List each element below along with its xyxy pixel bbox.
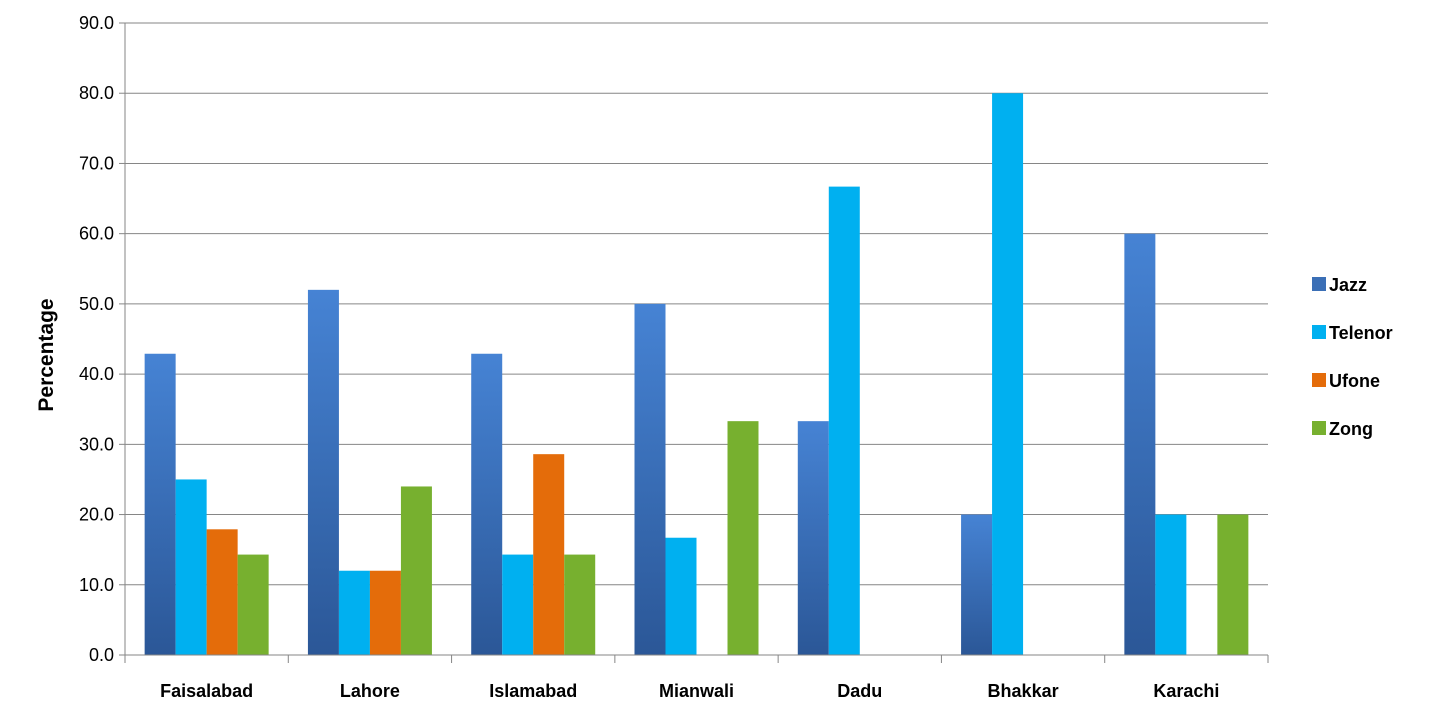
- y-tick-label: 20.0: [79, 505, 114, 525]
- bar-ufone-faisalabad: [206, 529, 238, 655]
- legend-swatch-ufone: [1312, 373, 1326, 387]
- x-tick-label: Karachi: [1153, 681, 1219, 701]
- y-tick-label: 10.0: [79, 575, 114, 595]
- bar-zong-faisalabad: [237, 554, 269, 655]
- bar-telenor-lahore: [338, 570, 370, 655]
- legend-label-ufone: Ufone: [1329, 371, 1380, 391]
- gridlines: [125, 22, 1268, 586]
- y-tick-label: 40.0: [79, 364, 114, 384]
- x-tick-label: Faisalabad: [160, 681, 253, 701]
- legend-swatch-jazz: [1312, 277, 1326, 291]
- y-tick-label: 50.0: [79, 294, 114, 314]
- bar-jazz-lahore: [307, 289, 339, 655]
- y-tick-label: 70.0: [79, 153, 114, 173]
- legend-label-jazz: Jazz: [1329, 275, 1367, 295]
- bar-zong-islamabad: [564, 554, 596, 655]
- legend: Jazz Telenor Ufone Zong: [1312, 275, 1393, 439]
- x-tick-label: Bhakkar: [988, 681, 1059, 701]
- bar-jazz-bhakkar: [961, 514, 993, 655]
- legend-label-zong: Zong: [1329, 419, 1373, 439]
- bars: [144, 93, 1249, 655]
- bar-jazz-faisalabad: [144, 353, 176, 655]
- legend-swatch-zong: [1312, 421, 1326, 435]
- bar-jazz-islamabad: [471, 353, 503, 655]
- y-tick-labels: 0.0 10.0 20.0 30.0 40.0 50.0 60.0 70.0 80.0 90.0: [79, 13, 114, 665]
- y-tick-label: 60.0: [79, 224, 114, 244]
- x-tick-label: Islamabad: [489, 681, 577, 701]
- x-tick-label: Lahore: [340, 681, 400, 701]
- legend-label-telenor: Telenor: [1329, 323, 1393, 343]
- x-tick-label: Dadu: [837, 681, 882, 701]
- bar-zong-mianwali: [727, 421, 759, 655]
- y-tick-label: 80.0: [79, 83, 114, 103]
- bar-jazz-dadu: [797, 421, 829, 655]
- bar-telenor-dadu: [828, 186, 860, 655]
- bar-jazz-mianwali: [634, 303, 666, 655]
- y-tick-label: 30.0: [79, 434, 114, 454]
- bar-telenor-faisalabad: [175, 479, 207, 655]
- y-tick-label: 0.0: [89, 645, 114, 665]
- bar-telenor-mianwali: [665, 537, 697, 655]
- y-axis-title: Percentage: [35, 298, 58, 411]
- axes: [119, 22, 1269, 663]
- bar-ufone-islamabad: [533, 454, 565, 655]
- y-tick-label: 90.0: [79, 13, 114, 33]
- legend-swatch-telenor: [1312, 325, 1326, 339]
- bar-telenor-islamabad: [502, 554, 534, 655]
- x-category-labels: Faisalabad Lahore Islamabad Mianwali Dadu Bha…: [160, 681, 1219, 701]
- bar-zong-lahore: [400, 486, 432, 655]
- x-tick-label: Mianwali: [659, 681, 734, 701]
- bar-telenor-karachi: [1155, 514, 1187, 655]
- bar-telenor-bhakkar: [992, 93, 1024, 655]
- bar-zong-karachi: [1217, 514, 1249, 655]
- bar-ufone-lahore: [369, 570, 401, 655]
- bar-jazz-karachi: [1124, 233, 1156, 655]
